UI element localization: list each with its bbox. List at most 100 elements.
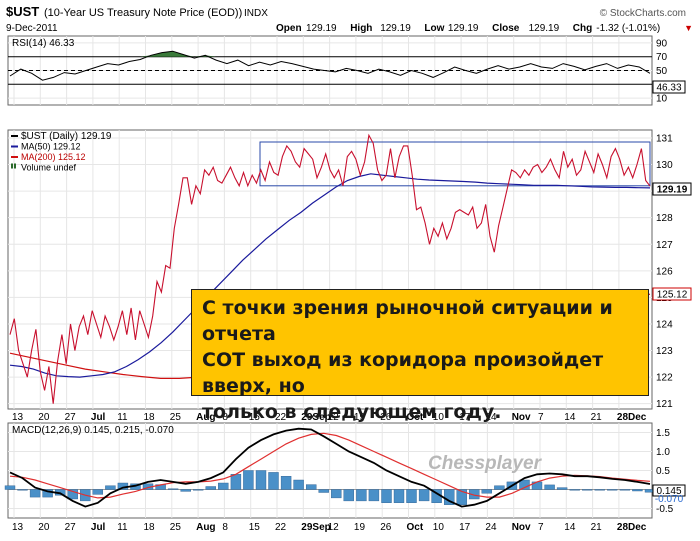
date-tick-label: 27 (65, 522, 77, 533)
price-last-value-tag: 129.19 (652, 182, 692, 196)
macd-hist-bar (494, 485, 505, 490)
date-tick-label: 7 (538, 522, 544, 533)
date-tick-label: 8 (222, 412, 228, 423)
macd-hist-bar (393, 489, 405, 504)
legend-swatch (11, 163, 13, 169)
legend-label: Volume undef (21, 163, 77, 173)
date-tick-label: 14 (564, 522, 576, 533)
date-tick-label: 20 (38, 412, 50, 423)
quote-label: Open (276, 23, 302, 34)
rsi-overbought-fill (140, 51, 217, 57)
date-tick-label: 28Dec (617, 412, 647, 423)
macd-hist-bar (544, 484, 555, 490)
macd-hist-bar (4, 485, 16, 490)
macd-last-value-tags: 0.145 -0.070 (652, 484, 686, 505)
macd-hist-bar (594, 489, 605, 491)
date-tick-label: 10 (433, 412, 445, 423)
date-tick-label: 18 (144, 412, 156, 423)
date-tick-label: 25 (170, 522, 182, 533)
rsi-tick-label: 70 (656, 52, 668, 63)
price-last-value: 129.19 (657, 185, 688, 196)
macd-hist-bar (29, 489, 41, 498)
rsi-title: RSI(14) 46.33 (12, 38, 75, 49)
price-axis-ticks: 131130129128127126125124123122121 (656, 133, 673, 410)
rsi-last-value-tag: 46.33 (652, 80, 686, 94)
date-tick-label: Aug (196, 522, 215, 533)
rsi-last-value-box (652, 80, 686, 94)
macd-hist-bar (255, 470, 267, 490)
rsi-last-value: 46.33 (656, 83, 681, 94)
date-tick-label: 10 (433, 522, 445, 533)
macd-hist-bar (92, 489, 104, 495)
date-tick-label: 26 (380, 522, 392, 533)
price-tick-label: 122 (656, 373, 673, 384)
date-tick-label: 26 (380, 412, 392, 423)
macd-hist-last-value: -0.070 (655, 494, 684, 505)
macd-hist-bar (67, 489, 78, 500)
symbol-description: (10-Year US Treasury Note Price (EOD)) (44, 7, 242, 19)
legend-label: $UST (Daily) 129.19 (21, 131, 112, 142)
quote-row: Open 129.19 High 129.19 Low 129.19 Close 129.19… (276, 23, 693, 34)
price-tick-label: 121 (656, 399, 673, 410)
macd-hist-bar (268, 472, 279, 490)
date-tick-label: Aug (196, 412, 215, 423)
date-tick-label: 20 (38, 522, 50, 533)
source-label: © StockCharts.com (600, 8, 686, 19)
date-tick-label: 29Sep (301, 412, 330, 423)
macd-hist-bar (243, 470, 254, 490)
date-tick-label: 18 (144, 522, 156, 533)
rsi-tick-label: 50 (656, 66, 668, 77)
quote-value: 129.19 (380, 23, 411, 34)
rsi-grid (8, 36, 652, 105)
price-tick-label: 126 (656, 266, 673, 277)
legend-label: MA(50) 129.12 (21, 142, 81, 152)
date-tick-label: 12 (328, 522, 340, 533)
macd-hist-bar (205, 486, 217, 490)
macd-hist-bar (406, 489, 417, 504)
date-tick-label: 22 (275, 412, 287, 423)
rsi-tick-label: 90 (656, 38, 668, 49)
date-tick-label: 15 (249, 412, 261, 423)
chg-down-icon: ▼ (684, 23, 693, 33)
price-tick-label: 127 (656, 240, 673, 251)
legend-label: MA(200) 125.12 (21, 152, 86, 162)
date-tick-label: 28Dec (617, 522, 647, 533)
ma50-line (9, 173, 651, 378)
macd-hist-bar (343, 489, 354, 502)
date-tick-label: 17 (459, 522, 471, 533)
annotation-line-3: только в следующем году. (202, 401, 502, 423)
date-tick-label: 27 (65, 412, 77, 423)
date-tick-label: 24 (485, 412, 497, 423)
macd-hist-bar (331, 489, 342, 499)
date-tick-label: Nov (512, 522, 531, 533)
macd-hist-bar (180, 489, 191, 492)
macd-title-text: MACD(12,26,9) 0.145, 0.215, -0.070 (12, 425, 174, 436)
annotation-line-2: COT выход из коридора произойдет вверх, … (202, 349, 604, 397)
date-tick-label: 13 (12, 522, 24, 533)
macd-hist-bar (42, 489, 53, 498)
macd-hist-bar (293, 479, 304, 490)
macd-hist-bar (105, 485, 116, 490)
macd-hist-bar (192, 489, 204, 491)
macd-hist-bar (619, 489, 631, 491)
price-tick-label: 128 (656, 213, 673, 224)
date-tick-label: 11 (117, 412, 128, 423)
rsi-tick-label: 10 (656, 94, 668, 105)
rsi-panel: 9070503010 RSI(14) 46.33 46.33 (7, 35, 686, 106)
macd-hist-bar (556, 487, 568, 490)
quote-value: -1.32 (-1.01%) (596, 23, 660, 34)
quote-label: Chg (573, 23, 592, 34)
date-tick-label: 25 (170, 412, 182, 423)
macd-hist-bar (569, 489, 580, 491)
price-tick-label: 124 (656, 319, 673, 330)
macd-hist-bar (17, 489, 28, 491)
date-label: 9-Dec-2011 (6, 23, 58, 34)
price-tick-label: 130 (656, 160, 673, 171)
macd-hist-bar (306, 484, 317, 490)
date-tick-label: 21 (591, 412, 603, 423)
date-tick-label: Oct (407, 522, 424, 533)
ma200-last-value: 125.12 (657, 290, 688, 301)
